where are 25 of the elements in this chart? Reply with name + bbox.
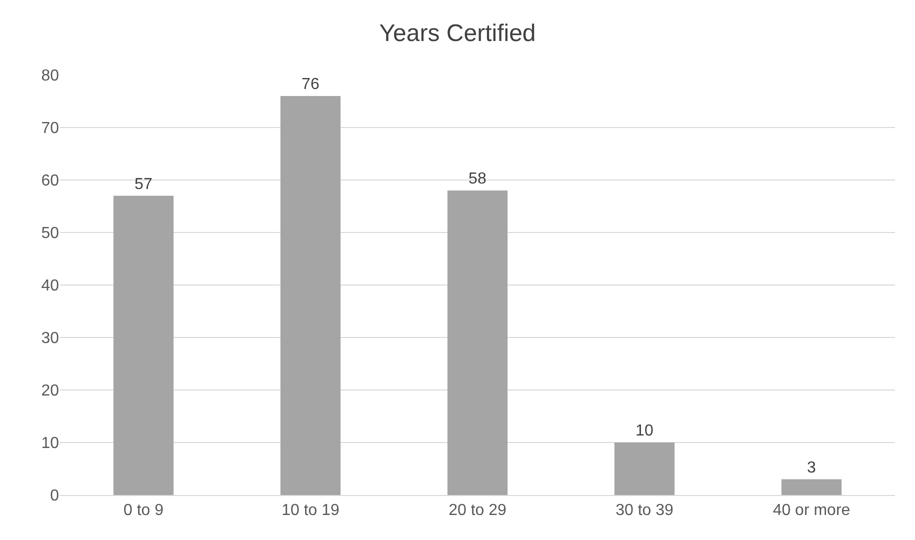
y-tick-label: 60 (41, 172, 60, 190)
x-tick-label: 20 to 29 (448, 502, 507, 520)
x-tick-label: 10 to 19 (282, 502, 340, 520)
data-label: 10 (636, 422, 654, 440)
x-tick-label: 0 to 9 (123, 502, 164, 520)
y-tick-label: 70 (41, 120, 60, 138)
data-label: 57 (134, 176, 152, 193)
bar (447, 190, 508, 495)
data-label: 3 (807, 459, 816, 476)
data-label: 58 (468, 170, 486, 188)
bar (113, 196, 174, 495)
y-tick-label: 10 (41, 435, 60, 452)
y-tick-label: 50 (41, 225, 60, 242)
bar (781, 479, 842, 495)
y-tick-label: 80 (41, 68, 60, 85)
y-tick-label: 20 (41, 382, 60, 400)
y-tick-label: 0 (50, 488, 60, 505)
x-tick-label: 40 or more (772, 502, 850, 520)
x-tick-label: 30 to 39 (616, 502, 674, 520)
data-label: 76 (302, 76, 320, 93)
chart-title: Years Certified (379, 20, 536, 48)
bar (280, 96, 341, 495)
y-tick-label: 30 (41, 330, 60, 348)
bar (614, 442, 675, 495)
y-tick-label: 40 (41, 278, 60, 295)
